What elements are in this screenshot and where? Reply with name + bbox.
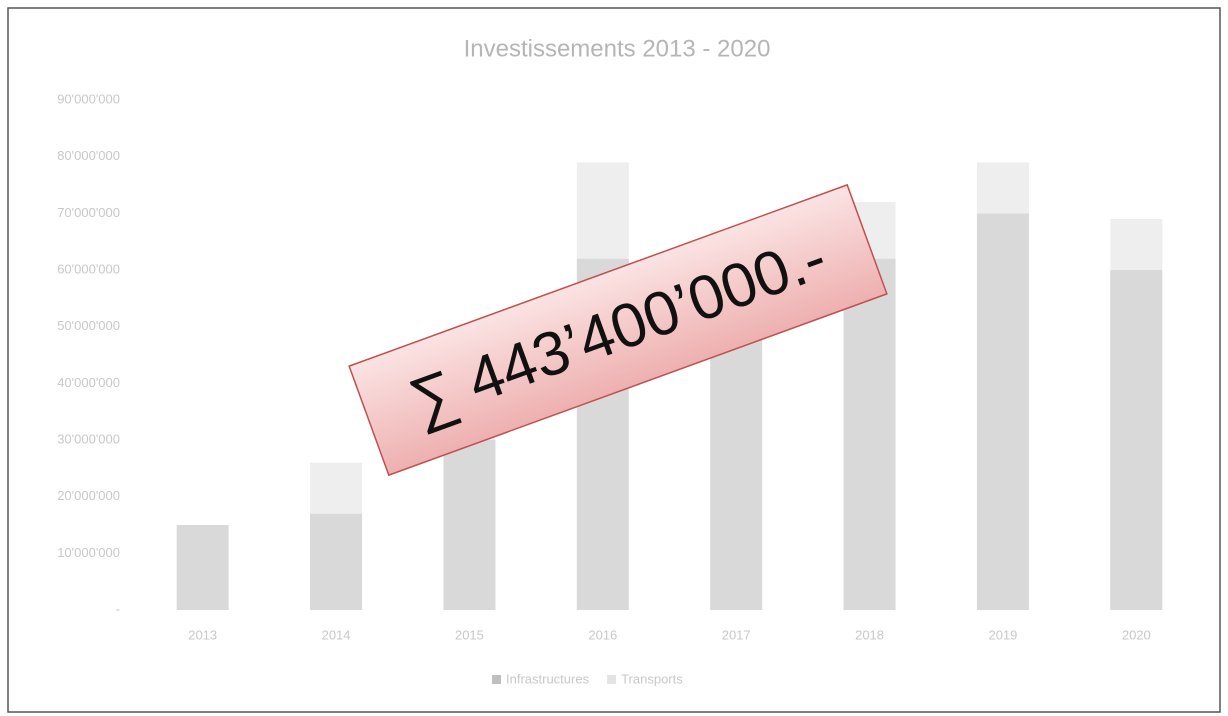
bar-segment	[976, 162, 1029, 214]
y-tick-label: 20'000'000	[57, 488, 120, 503]
bar-segment	[1110, 270, 1163, 610]
y-tick-label: 50'000'000	[57, 318, 120, 333]
x-tick-label: 2013	[188, 627, 217, 642]
annotation-box	[348, 183, 888, 477]
x-tick-label: 2016	[588, 627, 617, 642]
y-tick-label: 60'000'000	[57, 261, 120, 276]
bar-segment	[310, 462, 363, 514]
y-tick-label: -	[116, 601, 120, 616]
legend-label: Transports	[621, 671, 683, 686]
x-tick-label: 2014	[322, 627, 351, 642]
bar-segment	[176, 525, 229, 610]
bar-segment	[1110, 219, 1163, 270]
y-tick-label: 80'000'000	[57, 148, 120, 163]
bar-segment	[310, 513, 363, 610]
x-tick-label: 2018	[855, 627, 884, 642]
x-tick-label: 2019	[988, 627, 1017, 642]
y-tick-label: 30'000'000	[57, 431, 120, 446]
chart-title: Investissements 2013 - 2020	[464, 35, 771, 62]
x-tick-label: 2015	[455, 627, 484, 642]
bar-segment	[443, 440, 496, 610]
x-tick-label: 2020	[1122, 627, 1151, 642]
legend-label: Infrastructures	[506, 671, 590, 686]
y-tick-label: 90'000'000	[57, 91, 120, 106]
legend-swatch	[492, 675, 501, 684]
bar-segment	[976, 213, 1029, 611]
bar-segment	[576, 162, 629, 259]
x-tick-label: 2017	[722, 627, 751, 642]
y-tick-label: 40'000'000	[57, 375, 120, 390]
y-tick-label: 10'000'000	[57, 545, 120, 560]
y-tick-label: 70'000'000	[57, 205, 120, 220]
bar-segment	[843, 258, 896, 610]
legend-swatch	[607, 675, 617, 684]
